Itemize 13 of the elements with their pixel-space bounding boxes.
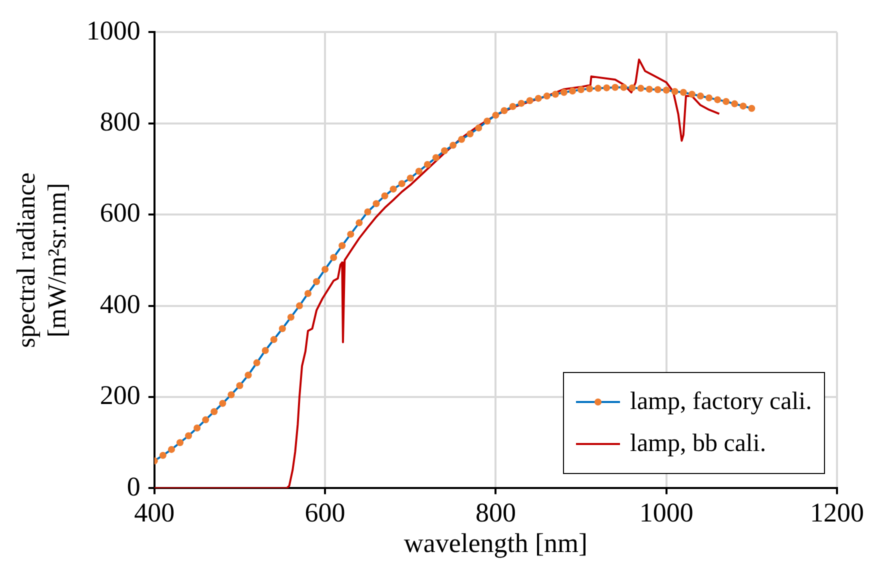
legend-label: lamp, factory cali. [630, 387, 812, 418]
x-tick-label: 600 [304, 497, 346, 528]
x-tick-label: 1000 [639, 497, 694, 528]
x-tick-label: 800 [475, 497, 516, 528]
y-tick-label: 200 [100, 380, 140, 410]
x-axis-title: wavelength [nm] [404, 528, 588, 558]
legend-label: lamp, bb cali. [630, 429, 766, 460]
x-tick-label: 1200 [810, 497, 864, 528]
y-tick-label: 800 [100, 106, 140, 136]
y-tick-label: 600 [100, 198, 140, 228]
y-tick-label: 400 [100, 288, 140, 319]
y-tick-label: 1000 [86, 15, 140, 46]
y-axis-title: spectral radiance [mW/m²sr.nm] [11, 172, 72, 348]
